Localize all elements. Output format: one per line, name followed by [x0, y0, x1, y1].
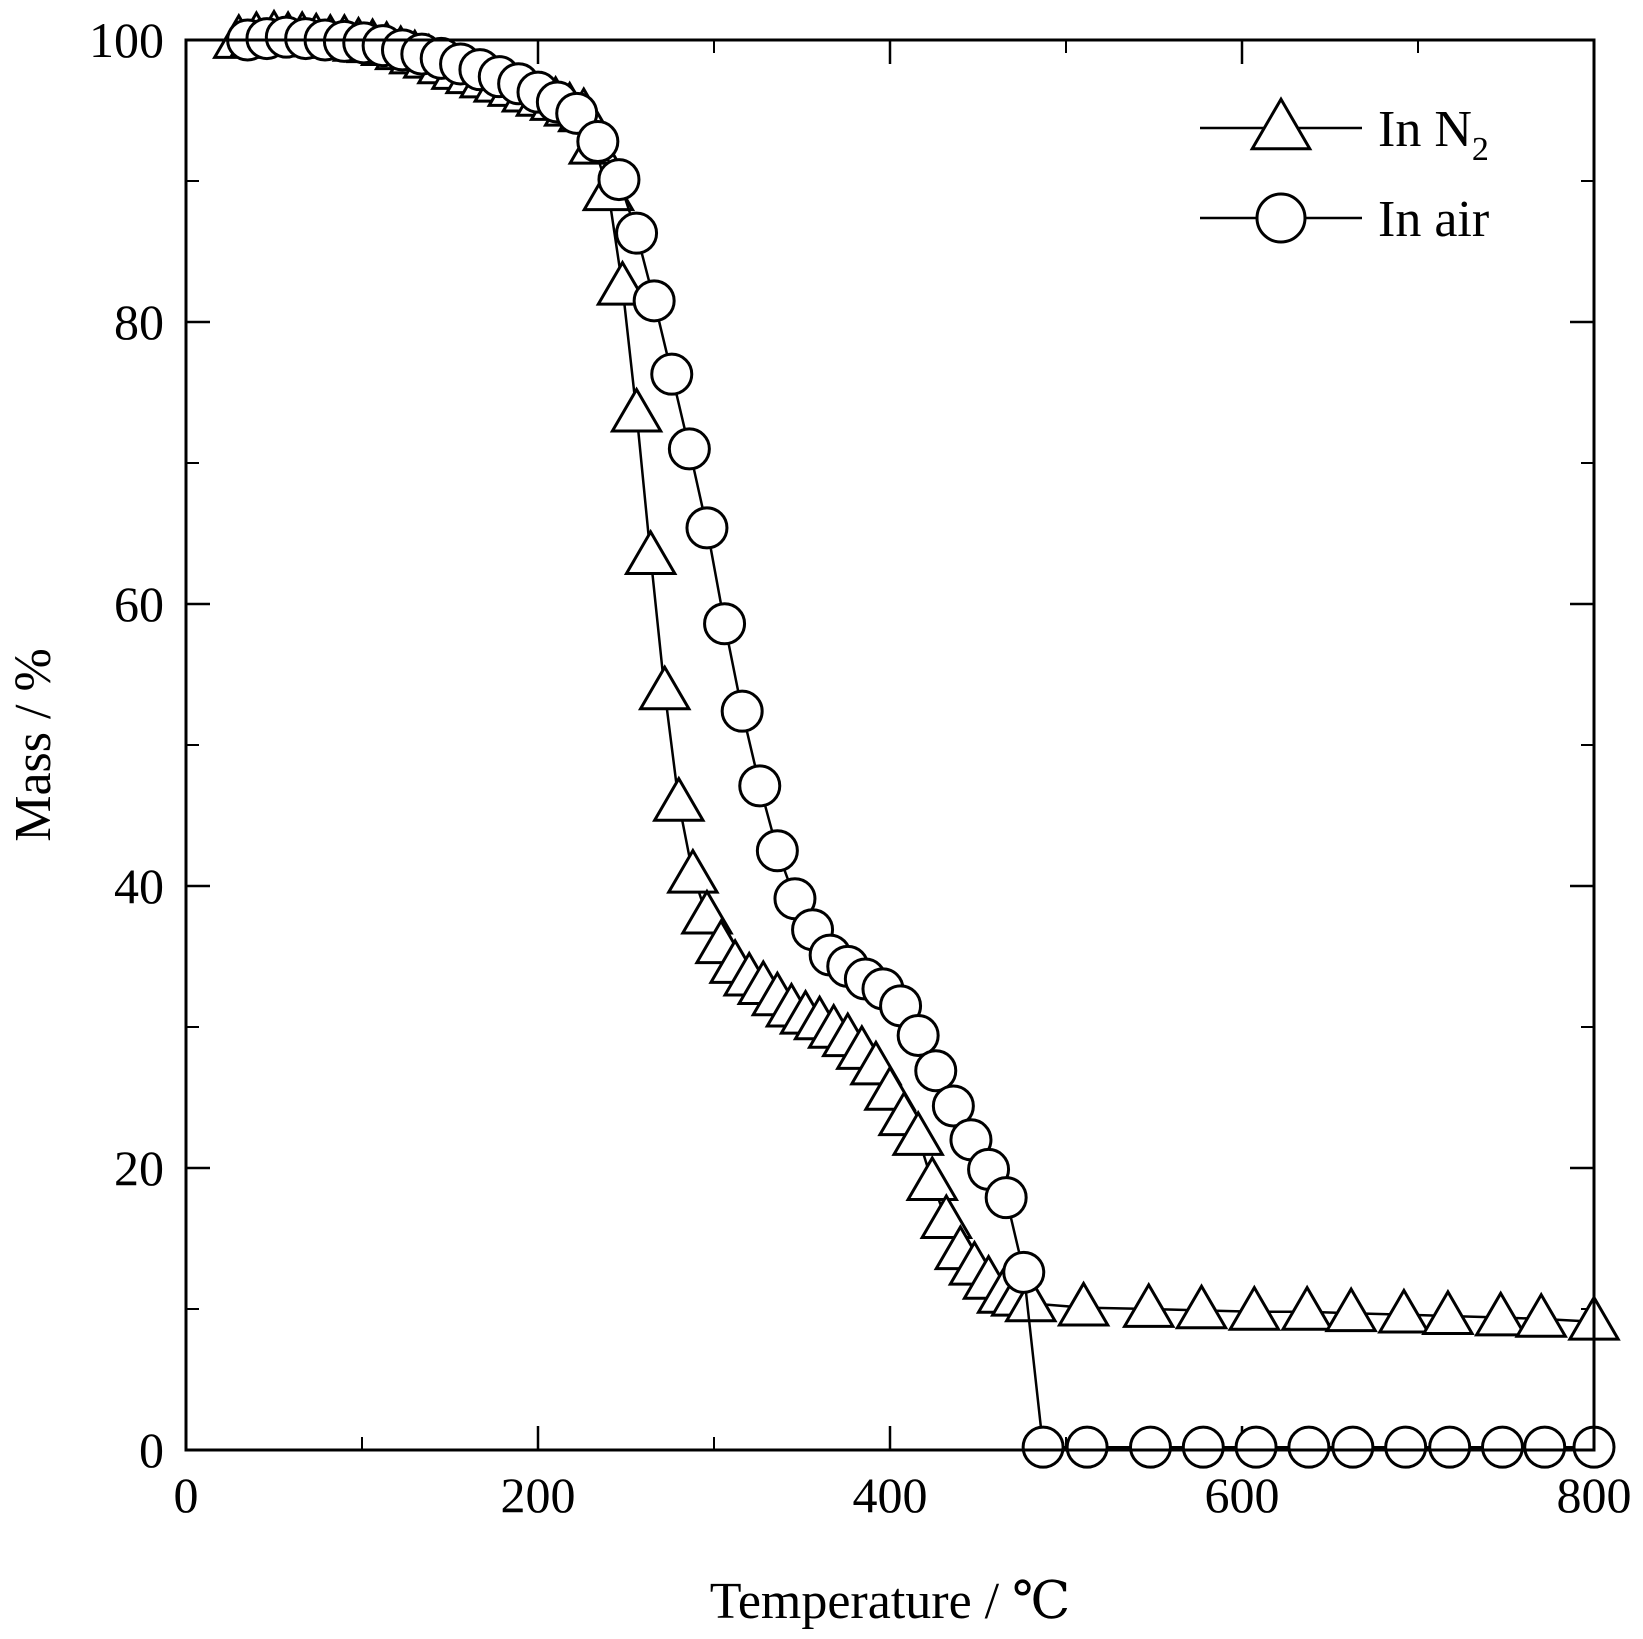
- data-point-triangle: [1174, 1283, 1229, 1330]
- data-point-circle: [1331, 1425, 1375, 1469]
- data-point-triangle: [905, 1154, 959, 1201]
- data-point-circle: [914, 1049, 958, 1093]
- x-tick-label: 200: [501, 1467, 576, 1523]
- data-point-circle: [632, 279, 676, 323]
- minor-ticks: [186, 40, 1594, 1450]
- y-tick-label: 60: [114, 576, 164, 632]
- legend-label-subscript: 2: [1472, 131, 1489, 168]
- data-point-circle: [615, 211, 659, 255]
- x-tick-labels: 0 200 400 600 800: [174, 1467, 1632, 1523]
- data-point-circle: [1021, 1425, 1065, 1469]
- series-line: [247, 35, 1594, 1449]
- data-point-circle: [1002, 1250, 1046, 1294]
- data-point-circle: [720, 689, 764, 733]
- data-point-circle: [703, 602, 747, 646]
- data-point-triangle: [1121, 1281, 1176, 1328]
- legend-label-main: In N: [1378, 101, 1472, 158]
- y-tick-label: 80: [114, 294, 164, 350]
- data-point-circle: [1128, 1425, 1172, 1469]
- data-point-triangle: [1421, 1288, 1475, 1335]
- data-point-circle: [1384, 1425, 1428, 1469]
- data-point-circle: [1428, 1425, 1472, 1469]
- legend-marker-circle: [1255, 192, 1307, 244]
- data-point-triangle: [1056, 1280, 1111, 1327]
- y-axis-title: Mass / %: [5, 648, 62, 842]
- data-point-circle: [1181, 1425, 1225, 1469]
- x-tick-label: 0: [174, 1467, 199, 1523]
- y-tick-labels: 0 20 40 60 80 100: [89, 12, 164, 1478]
- data-point-circle: [576, 120, 620, 164]
- legend-entry: In air: [1200, 191, 1489, 248]
- legend: In N2 In air: [1200, 96, 1489, 248]
- data-point-circle: [931, 1084, 975, 1128]
- y-tick-label: 20: [114, 1140, 164, 1196]
- series-layer: [212, 8, 1621, 1469]
- x-tick-label: 800: [1557, 1467, 1632, 1523]
- data-point-circle: [1065, 1425, 1109, 1469]
- data-point-circle: [597, 158, 641, 202]
- legend-label-main: In air: [1378, 191, 1489, 248]
- data-point-circle: [650, 352, 694, 396]
- y-tick-label: 40: [114, 858, 164, 914]
- legend-label: In N2: [1378, 101, 1489, 168]
- data-point-triangle: [609, 386, 664, 433]
- data-point-triangle: [623, 528, 678, 575]
- data-point-triangle: [1004, 1276, 1058, 1323]
- data-point-triangle: [652, 775, 706, 822]
- data-point-circle: [1480, 1425, 1524, 1469]
- data-point-triangle: [891, 1109, 945, 1156]
- x-tick-label: 400: [853, 1467, 928, 1523]
- x-axis-title: Temperature / ℃: [710, 1573, 1071, 1630]
- data-point-triangle: [1473, 1290, 1528, 1337]
- x-tick-label: 600: [1205, 1467, 1280, 1523]
- data-point-circle: [755, 829, 799, 873]
- data-point-triangle: [637, 664, 692, 711]
- legend-label: In air: [1378, 191, 1489, 248]
- legend-entry: In N2: [1200, 96, 1489, 168]
- series-air: [226, 15, 1616, 1469]
- y-tick-label: 100: [89, 12, 164, 68]
- data-point-triangle: [919, 1193, 974, 1240]
- data-point-circle: [685, 506, 729, 550]
- data-point-circle: [896, 1013, 940, 1057]
- legend-marker-triangle: [1249, 96, 1313, 151]
- data-point-triangle: [1377, 1287, 1431, 1334]
- plot-frame: [184, 38, 1596, 1452]
- data-point-circle: [1523, 1425, 1567, 1469]
- data-point-circle: [984, 1176, 1028, 1220]
- data-point-triangle: [1227, 1284, 1282, 1331]
- data-point-triangle: [1514, 1291, 1568, 1338]
- y-tick-label: 0: [139, 1422, 164, 1478]
- data-point-triangle: [1280, 1284, 1334, 1331]
- major-ticks: [184, 38, 1596, 1452]
- data-point-triangle: [1324, 1286, 1378, 1333]
- data-point-circle: [1287, 1425, 1331, 1469]
- data-point-circle: [1234, 1425, 1278, 1469]
- data-point-circle: [667, 427, 711, 471]
- data-point-triangle: [666, 847, 720, 894]
- data-point-circle: [738, 764, 782, 808]
